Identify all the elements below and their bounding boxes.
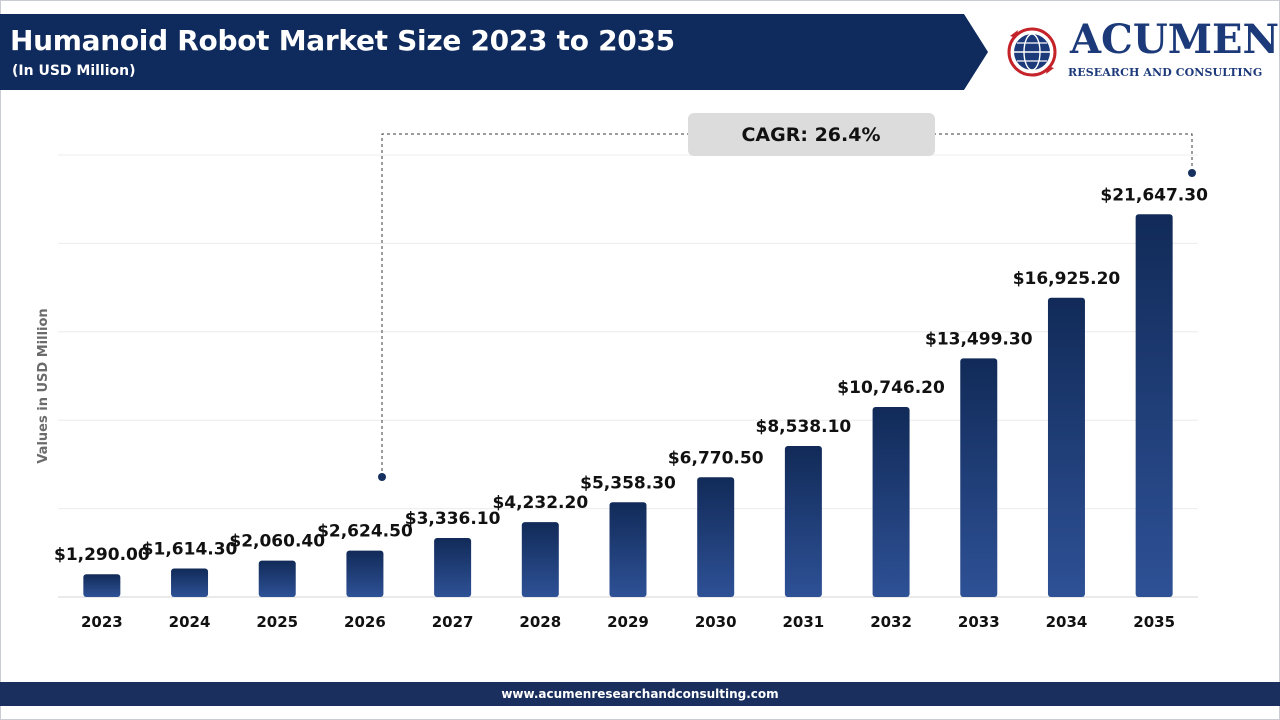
bar-2024 — [171, 568, 209, 597]
cagr-start-dot — [378, 473, 386, 481]
logo-name: ACUMEN — [1070, 16, 1280, 63]
x-tick-2035: 2035 — [1133, 613, 1175, 631]
cagr-end-dot — [1188, 169, 1196, 177]
bar-2033 — [960, 358, 998, 597]
x-tick-2030: 2030 — [695, 613, 737, 631]
value-labels: $1,290.00$1,614.30$2,060.40$2,624.50$3,3… — [54, 185, 1208, 565]
cagr-label: CAGR: 26.4% — [741, 124, 880, 146]
x-tick-2032: 2032 — [870, 613, 912, 631]
cagr-box — [688, 113, 935, 156]
value-label-2035: $21,647.30 — [1100, 185, 1208, 205]
logo-tagline: RESEARCH AND CONSULTING — [1068, 66, 1263, 79]
bar-chart: Values in USD Million CAGR: 26.4% $1,290… — [36, 113, 1208, 631]
value-label-2026: $2,624.50 — [317, 522, 413, 542]
header-banner — [0, 14, 988, 90]
value-label-2031: $8,538.10 — [756, 417, 852, 437]
value-label-2033: $13,499.30 — [925, 329, 1033, 349]
x-tick-2031: 2031 — [783, 613, 825, 631]
y-axis-label: Values in USD Million — [36, 308, 51, 463]
x-tick-2026: 2026 — [344, 613, 386, 631]
bar-2025 — [258, 560, 296, 597]
value-label-2025: $2,060.40 — [229, 532, 325, 552]
bar-2027 — [434, 538, 472, 597]
value-label-2032: $10,746.20 — [837, 378, 945, 398]
bar-2032 — [872, 407, 910, 597]
bar-2028 — [521, 522, 559, 597]
x-tick-labels: 2023 2024 2025 2026 2027 2028 2029 2030 2031 2032… — [81, 613, 1175, 631]
globe-icon — [1007, 27, 1057, 77]
x-tick-2025: 2025 — [256, 613, 298, 631]
page-subtitle: (In USD Million) — [12, 63, 136, 79]
bars — [83, 214, 1173, 597]
cagr-annotation: CAGR: 26.4% — [378, 113, 1196, 481]
footer-url: www.acumenresearchandconsulting.com — [0, 682, 1280, 706]
page-title: Humanoid Robot Market Size 2023 to 2035 — [10, 24, 675, 57]
bar-2026 — [346, 550, 384, 597]
bar-2031 — [784, 446, 822, 597]
x-tick-2034: 2034 — [1046, 613, 1088, 631]
value-label-2028: $4,232.20 — [492, 493, 588, 513]
x-tick-2027: 2027 — [432, 613, 474, 631]
cagr-connector — [381, 133, 1193, 477]
value-label-2023: $1,290.00 — [54, 545, 150, 565]
x-tick-2028: 2028 — [519, 613, 561, 631]
x-tick-2029: 2029 — [607, 613, 649, 631]
value-label-2030: $6,770.50 — [668, 448, 764, 468]
value-label-2034: $16,925.20 — [1013, 269, 1121, 289]
value-label-2024: $1,614.30 — [142, 539, 238, 559]
bar-2029 — [609, 502, 647, 597]
bar-2035 — [1135, 214, 1173, 597]
x-tick-2033: 2033 — [958, 613, 1000, 631]
x-tick-2024: 2024 — [169, 613, 211, 631]
x-tick-2023: 2023 — [81, 613, 123, 631]
bar-2030 — [697, 477, 735, 597]
company-logo: ACUMEN RESEARCH AND CONSULTING — [1000, 14, 1279, 86]
value-label-2029: $5,358.30 — [580, 473, 676, 493]
bar-2023 — [83, 574, 121, 597]
bar-2034 — [1047, 297, 1085, 597]
value-label-2027: $3,336.10 — [405, 509, 501, 529]
